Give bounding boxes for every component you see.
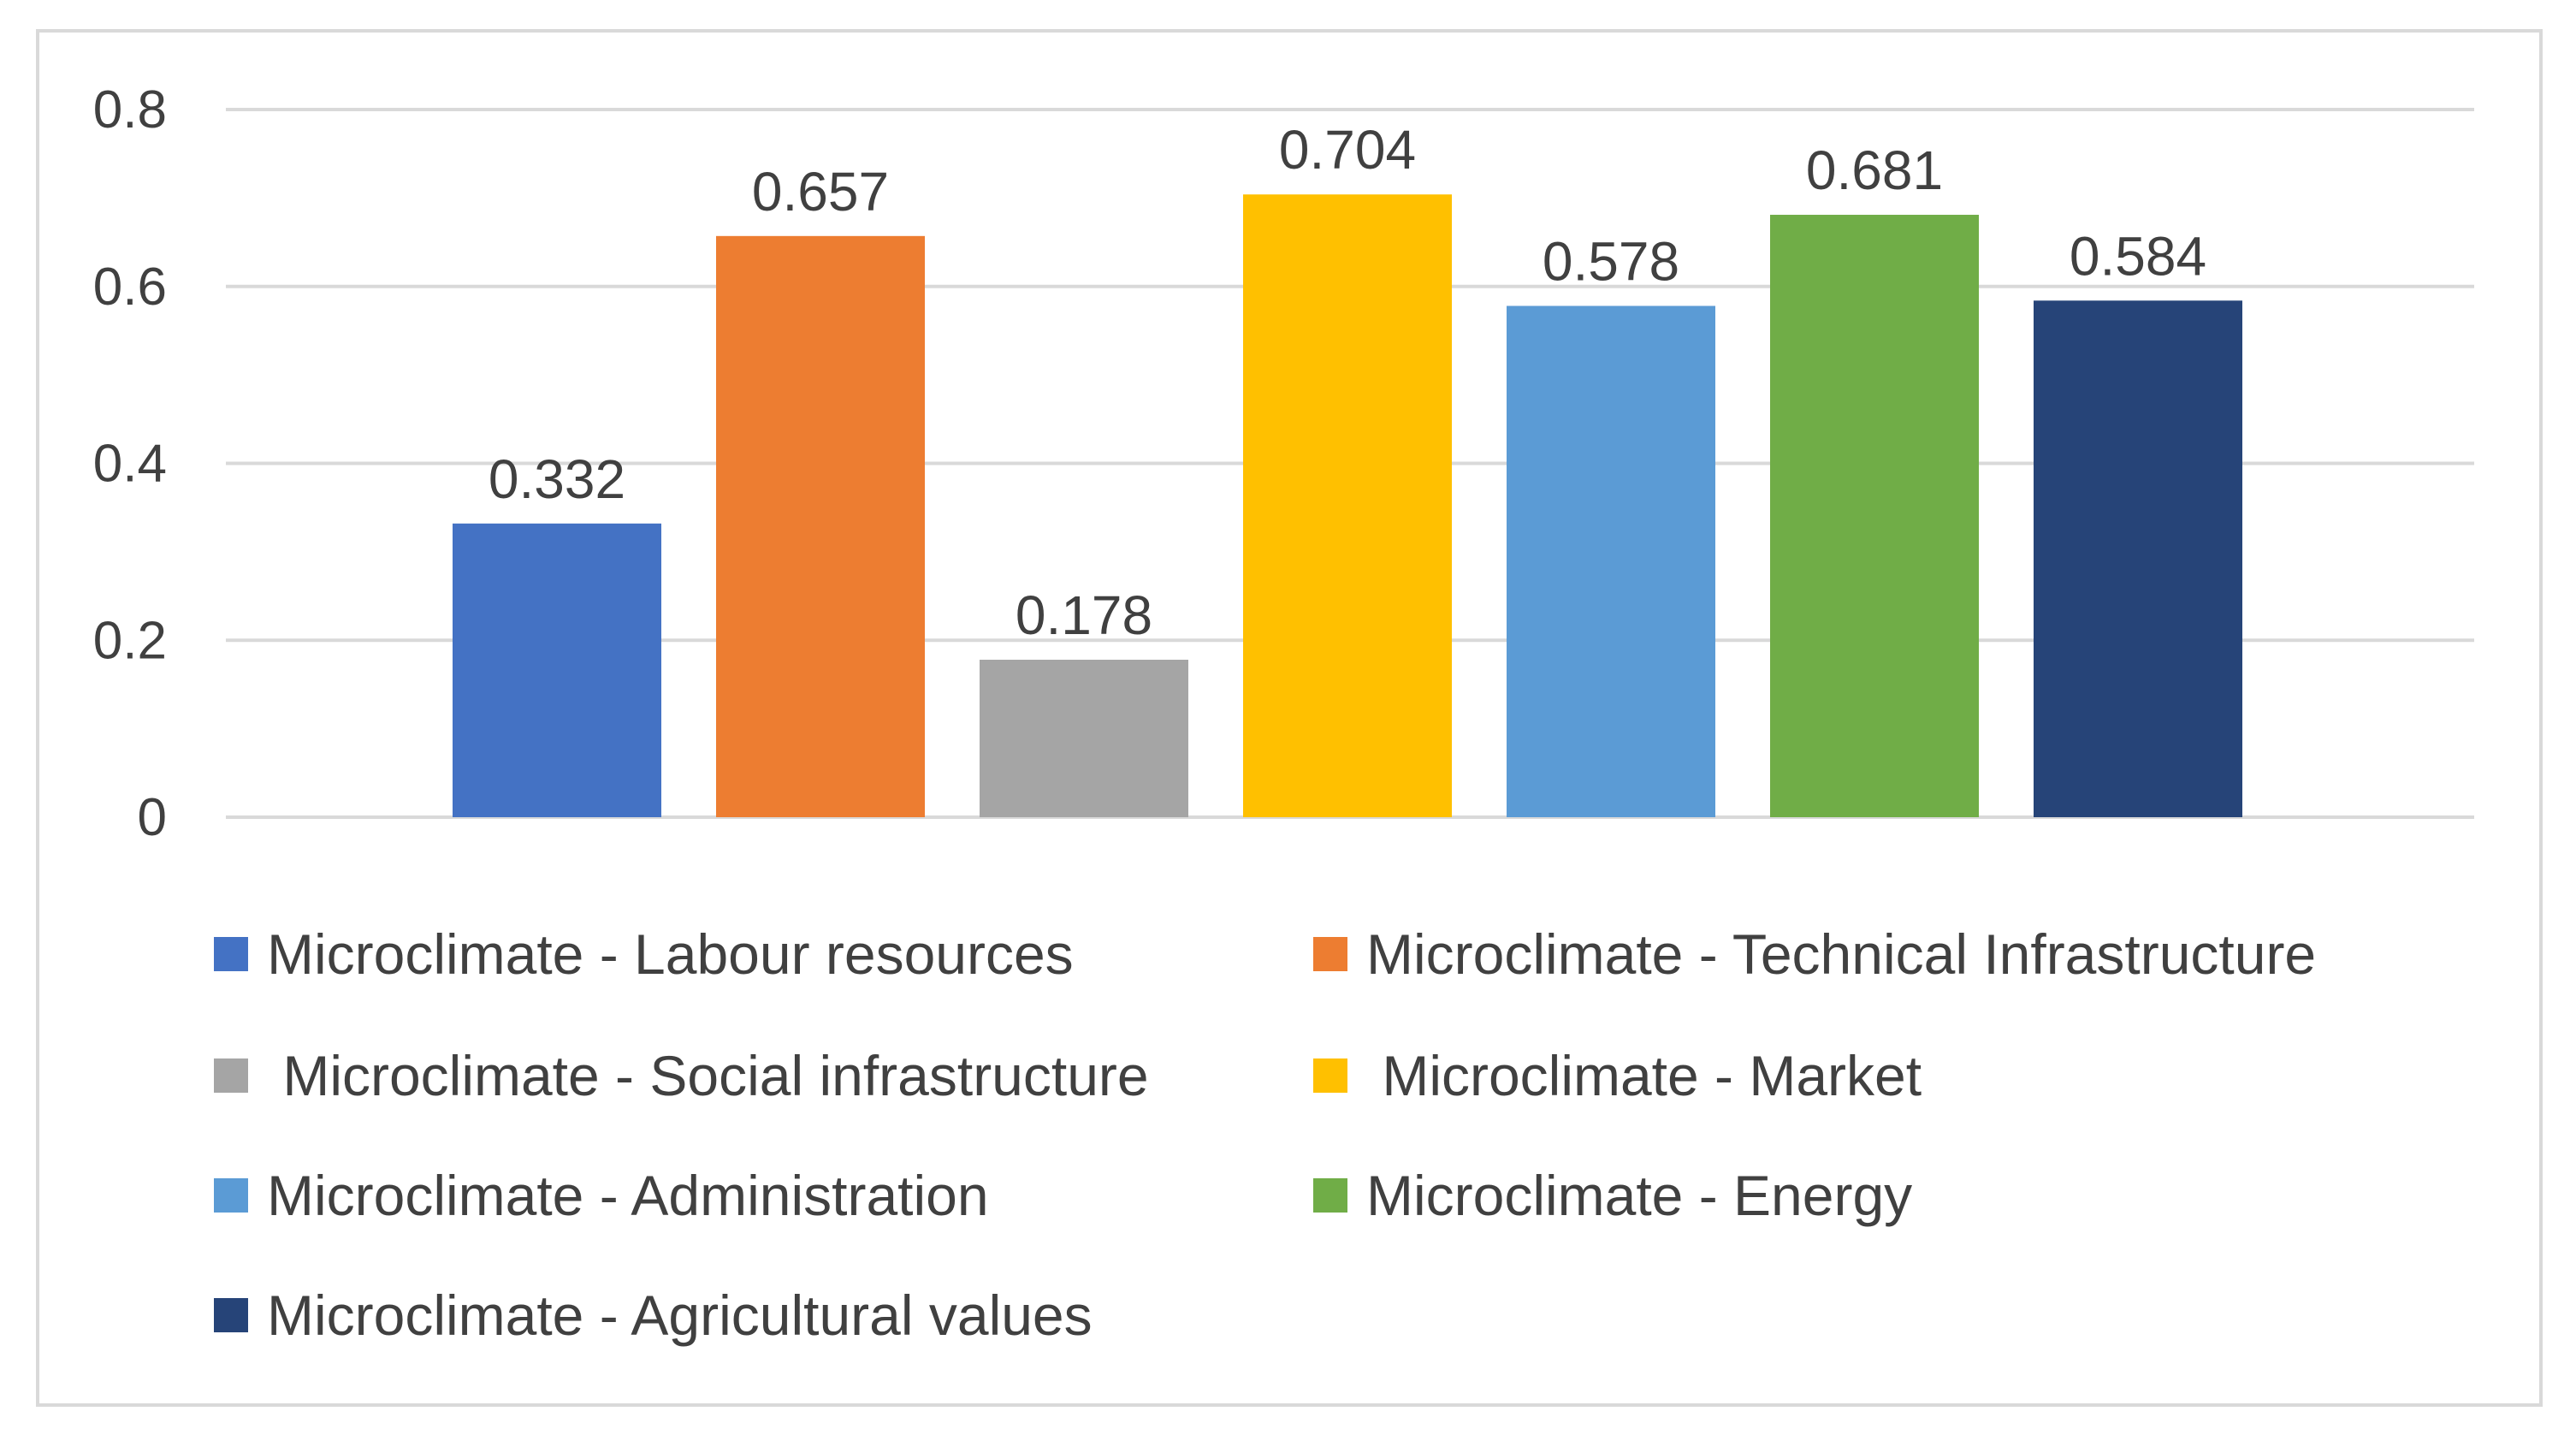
data-label: 0.178 (1016, 584, 1152, 646)
data-labels: 0.332 0.657 0.178 0.704 0.578 0.681 0.584 (489, 119, 2206, 646)
y-tick-label: 0 (138, 788, 167, 847)
legend-item: Microclimate - Labour resources (214, 922, 1074, 986)
legend-item: Microclimate - Technical Infrastructure (1313, 922, 2316, 986)
legend-item: Microclimate - Social infrastructure (214, 1044, 1149, 1107)
bar (2034, 300, 2242, 817)
legend-swatch (1313, 1058, 1347, 1093)
y-tick-label: 0.4 (93, 435, 167, 494)
legend-item: Microclimate - Agricultural values (214, 1284, 1093, 1347)
legend-swatch (214, 1178, 248, 1213)
legend-label: Microclimate - Administration (267, 1164, 989, 1227)
legend-label: Microclimate - Market (1366, 1044, 1922, 1107)
data-label: 0.332 (489, 448, 625, 510)
data-label: 0.681 (1806, 139, 1943, 201)
data-label: 0.704 (1279, 119, 1416, 181)
legend-label: Microclimate - Agricultural values (267, 1284, 1093, 1347)
bar (1770, 215, 1979, 818)
legend-swatch (214, 1298, 248, 1332)
bar (1243, 194, 1452, 818)
bar (980, 659, 1188, 817)
data-label: 0.657 (752, 161, 889, 222)
data-label: 0.584 (2070, 225, 2206, 287)
legend-label: Microclimate - Labour resources (267, 922, 1074, 986)
legend-label: Microclimate - Social infrastructure (267, 1044, 1149, 1107)
legend-item: Microclimate - Energy (1313, 1164, 1912, 1227)
legend-swatch (1313, 937, 1347, 971)
legend-swatch (214, 937, 248, 971)
bar (716, 235, 925, 817)
y-tick-label: 0.6 (93, 258, 167, 317)
legend-swatch (1313, 1178, 1347, 1213)
y-tick-label: 0.2 (93, 611, 167, 670)
bar (453, 523, 661, 817)
bar (1507, 305, 1715, 817)
legend-item: Microclimate - Market (1313, 1044, 1922, 1107)
y-tick-label: 0.8 (93, 80, 167, 139)
bars (453, 194, 2242, 818)
legend-label: Microclimate - Energy (1366, 1164, 1912, 1227)
legend: Microclimate - Labour resources Microclim… (214, 922, 2316, 1347)
data-label: 0.578 (1543, 230, 1679, 292)
legend-label: Microclimate - Technical Infrastructure (1366, 922, 2316, 986)
legend-item: Microclimate - Administration (214, 1164, 989, 1227)
y-axis-ticks: 0 0.2 0.4 0.6 0.8 (93, 80, 167, 847)
legend-swatch (214, 1058, 248, 1093)
